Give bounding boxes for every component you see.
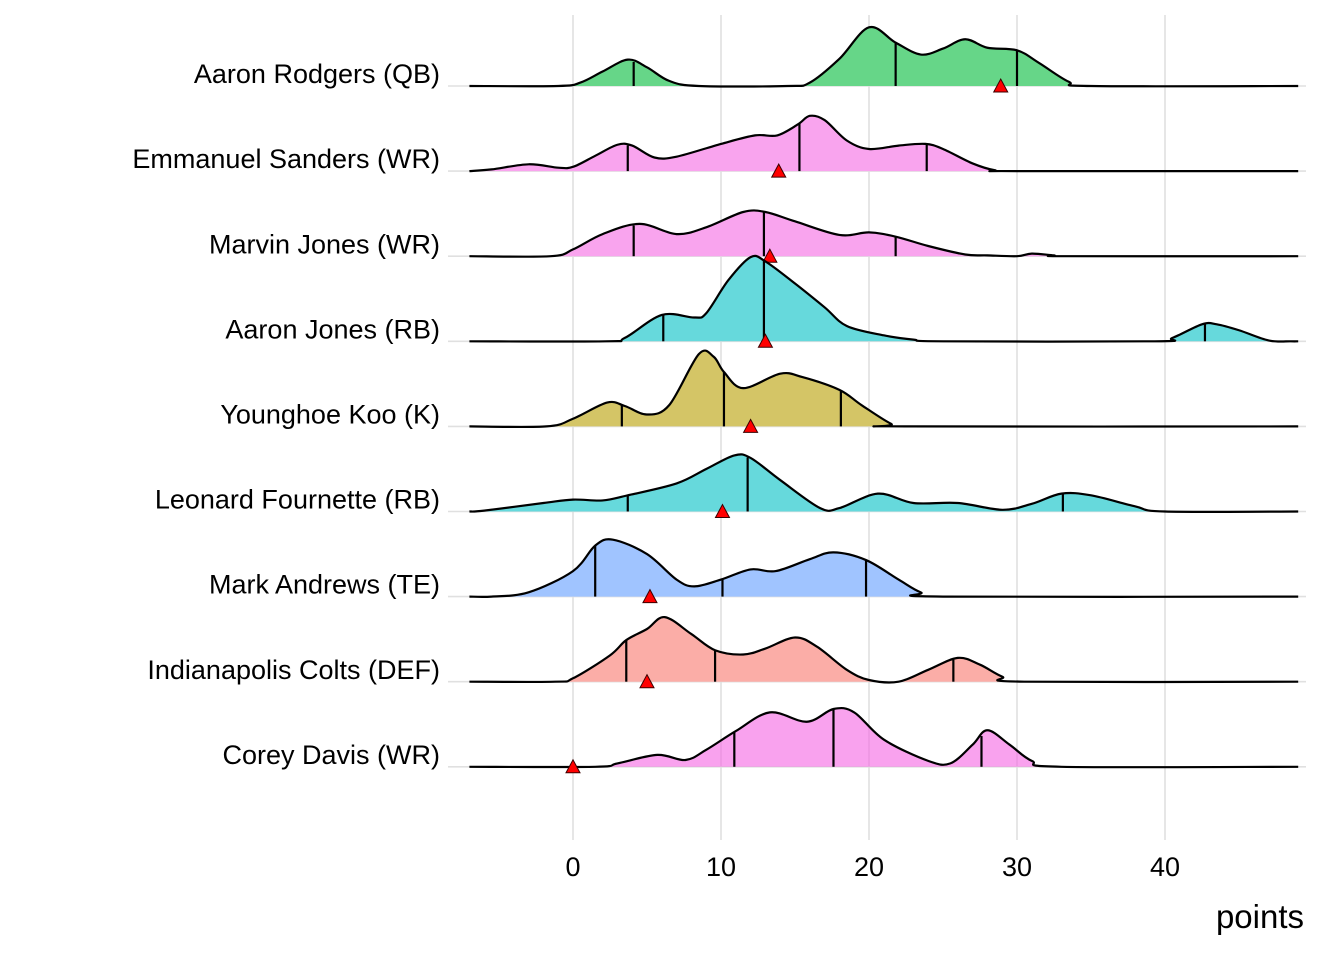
ridge-area bbox=[469, 350, 1299, 427]
ridge-series bbox=[469, 209, 1299, 263]
y-axis-label: Corey Davis (WR) bbox=[222, 740, 440, 770]
y-axis-label: Mark Andrews (TE) bbox=[209, 570, 440, 600]
x-tick-label: 0 bbox=[565, 852, 580, 882]
ridge-area bbox=[469, 708, 1299, 768]
ridge-outline bbox=[469, 254, 1299, 343]
y-axis-labels: Aaron Rodgers (QB) Emmanuel Sanders (WR) M… bbox=[132, 59, 440, 770]
y-axis-label: Indianapolis Colts (DEF) bbox=[147, 655, 440, 685]
ridge-area bbox=[469, 255, 1299, 342]
ridge-series bbox=[469, 706, 1299, 774]
ridge-outline bbox=[469, 25, 1299, 88]
projection-marker bbox=[992, 77, 1009, 93]
ridge-area bbox=[469, 617, 1299, 683]
ridge-area bbox=[469, 26, 1299, 87]
ridge-series bbox=[469, 254, 1299, 348]
ridge-outline bbox=[469, 453, 1299, 513]
ridge-outline bbox=[469, 349, 1299, 429]
x-tick-label: 20 bbox=[854, 852, 884, 882]
projection-marker bbox=[565, 758, 581, 774]
ridge-outline bbox=[469, 615, 1299, 684]
ridge-area bbox=[469, 454, 1299, 512]
ridge-area bbox=[469, 115, 1299, 172]
ridge-series bbox=[469, 615, 1299, 689]
ridge-series bbox=[469, 25, 1299, 93]
projection-marker bbox=[742, 418, 759, 433]
ridge-outline bbox=[469, 209, 1299, 258]
projection-marker bbox=[757, 333, 774, 348]
ridge-outline bbox=[469, 114, 1299, 173]
ridge-series bbox=[469, 349, 1299, 433]
y-axis-label: Emmanuel Sanders (WR) bbox=[132, 144, 440, 174]
y-axis-label: Aaron Rodgers (QB) bbox=[194, 59, 440, 89]
ridge-outline bbox=[469, 706, 1299, 769]
projection-marker bbox=[642, 588, 658, 604]
y-axis-label: Marvin Jones (WR) bbox=[209, 229, 440, 259]
projection-marker bbox=[770, 163, 787, 178]
ridge-outline bbox=[469, 538, 1299, 599]
y-axis-label: Aaron Jones (RB) bbox=[225, 314, 440, 344]
ridge-series bbox=[469, 453, 1299, 518]
x-tick-label: 30 bbox=[1002, 852, 1032, 882]
x-tick-label: 40 bbox=[1150, 852, 1180, 882]
y-axis-label: Younghoe Koo (K) bbox=[220, 400, 440, 430]
ridge-area bbox=[469, 210, 1299, 257]
x-tick-label: 10 bbox=[706, 852, 736, 882]
x-axis-title: points bbox=[1216, 898, 1304, 935]
ridge-layer bbox=[469, 25, 1299, 774]
ridge-series bbox=[469, 538, 1299, 604]
projection-marker bbox=[714, 503, 731, 518]
projection-marker bbox=[762, 248, 778, 263]
ridge-area bbox=[469, 539, 1299, 597]
x-axis-ticks: 0 10 20 30 40 bbox=[565, 852, 1180, 882]
y-axis-label: Leonard Fournette (RB) bbox=[155, 485, 440, 515]
projection-marker bbox=[639, 673, 655, 689]
ridge-series bbox=[469, 114, 1299, 178]
